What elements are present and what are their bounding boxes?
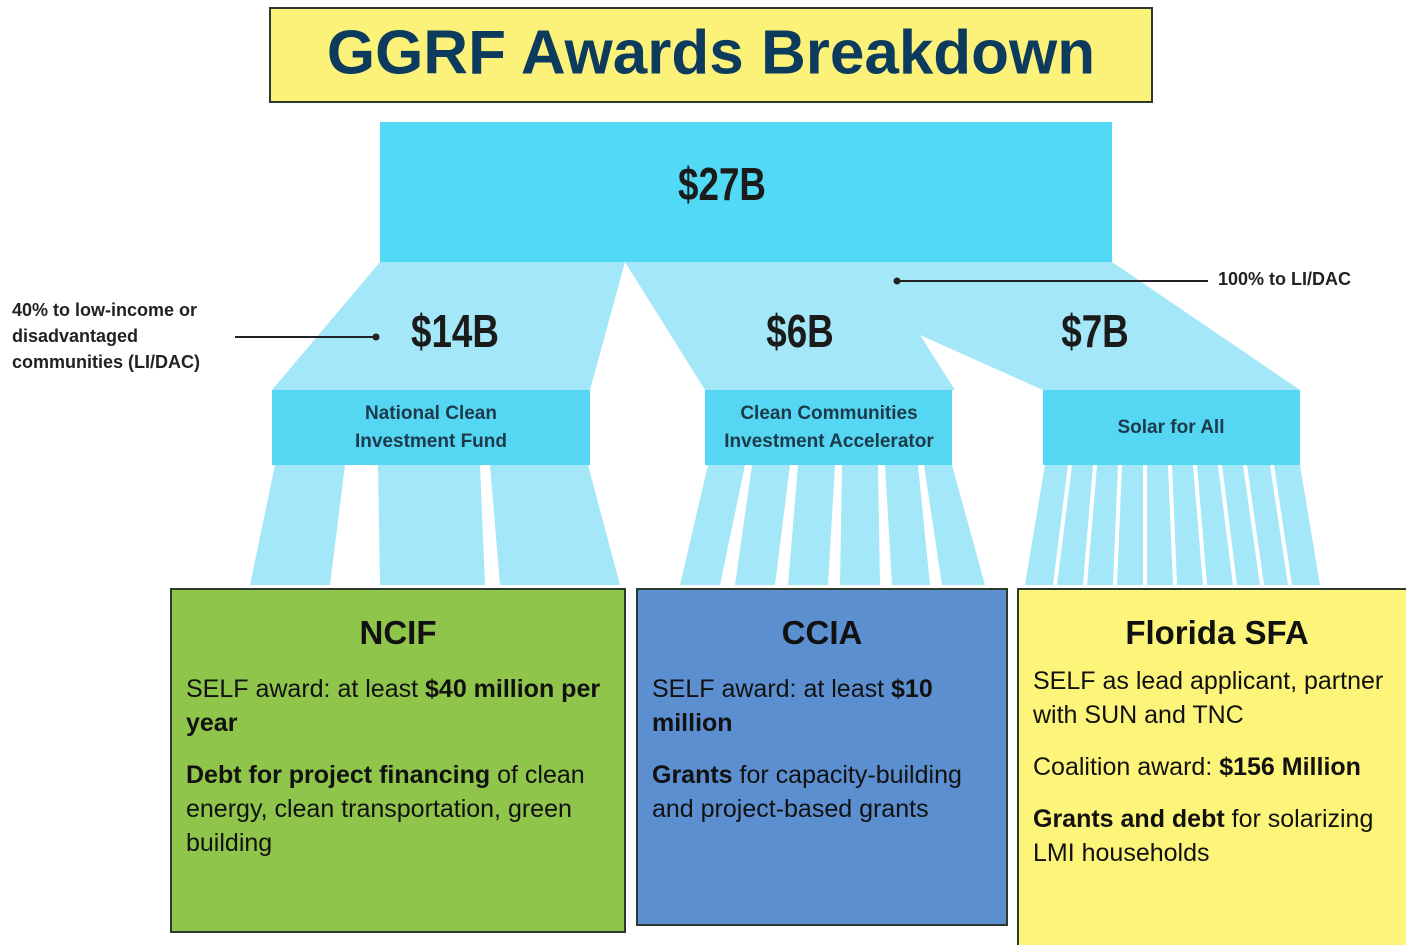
box-paragraph: Grants and debt for solarizing LMI house… [1033, 802, 1401, 870]
box-title: CCIA [781, 614, 863, 651]
stream-dividers [1053, 464, 1292, 586]
box-paragraph: SELF as lead applicant, partner with SUN… [1033, 664, 1401, 732]
text-run: SELF award: at least [652, 675, 892, 703]
text-run: Coalition award: [1033, 753, 1220, 781]
branch-amount: $14B [411, 305, 499, 357]
text-run: SELF as lead applicant, partner with SUN… [1033, 667, 1384, 729]
text-run: $156 Million [1219, 753, 1361, 781]
text-run: $40 million per year [186, 675, 601, 737]
box-paragraph: SELF award: at least $40 million per yea… [186, 672, 610, 740]
branches: $14B National Clean Investment Fund $6B Clea… [355, 305, 1225, 452]
title: GGRF Awards Breakdown [327, 18, 1095, 87]
text-run: for capacity-building and project-based … [652, 761, 962, 823]
branch-label: National Clean [365, 403, 497, 424]
annotation-dot [893, 277, 901, 285]
box-ncif: NCIF SELF award: at least $40 million per… [170, 588, 626, 933]
text-run: of clean energy, clean transportation, g… [186, 761, 585, 857]
total: $27B [678, 158, 766, 210]
branch-box [1043, 390, 1300, 465]
box-title: Florida SFA [1125, 614, 1309, 651]
annotation-line-text: disadvantaged [12, 326, 138, 346]
annotation-right: 100% to LI/DAC [1218, 269, 1351, 289]
branch-label: Clean Communities [740, 403, 917, 424]
branch-label: Solar for All [1118, 417, 1225, 438]
annotation-dot [372, 333, 380, 341]
text-run: Grants [652, 761, 733, 789]
branch-box [272, 390, 590, 465]
box-paragraph: Debt for project financing of clean ener… [186, 758, 610, 860]
text-run: SELF award: at least [186, 675, 426, 703]
text-run: Debt for project financing [186, 761, 491, 789]
box-paragraph: Coalition award: $156 Million [1033, 750, 1401, 784]
streams [250, 465, 1320, 585]
annotation-line-text: communities (LI/DAC) [12, 352, 200, 372]
box-paragraph: SELF award: at least $10 million [652, 672, 992, 740]
title-box [269, 7, 1153, 103]
branch-amount: $6B [766, 305, 833, 357]
box-paragraph: Grants for capacity-building and project… [652, 758, 992, 826]
total-box [380, 122, 1112, 262]
box-title: NCIF [359, 614, 437, 651]
box-sfa: Florida SFA SELF as lead applicant, partn… [1017, 588, 1406, 945]
fan-right [625, 262, 1300, 390]
text-run: $10 million [652, 675, 933, 737]
fan-left [272, 262, 625, 390]
text-run: Grants and debt [1033, 805, 1225, 833]
branch-amount: $7B [1061, 305, 1128, 357]
annotation-line-text: 40% to low-income or [12, 300, 197, 320]
annotation-left: 40% to low-income or disadvantaged communi… [12, 300, 200, 372]
branch-box [705, 390, 952, 465]
box-ccia: CCIA SELF award: at least $10 million Gran… [636, 588, 1008, 926]
text-run: for solarizing LMI households [1033, 805, 1374, 867]
branch-label: Investment Accelerator [724, 431, 934, 452]
branch-label: Investment Fund [355, 431, 507, 452]
